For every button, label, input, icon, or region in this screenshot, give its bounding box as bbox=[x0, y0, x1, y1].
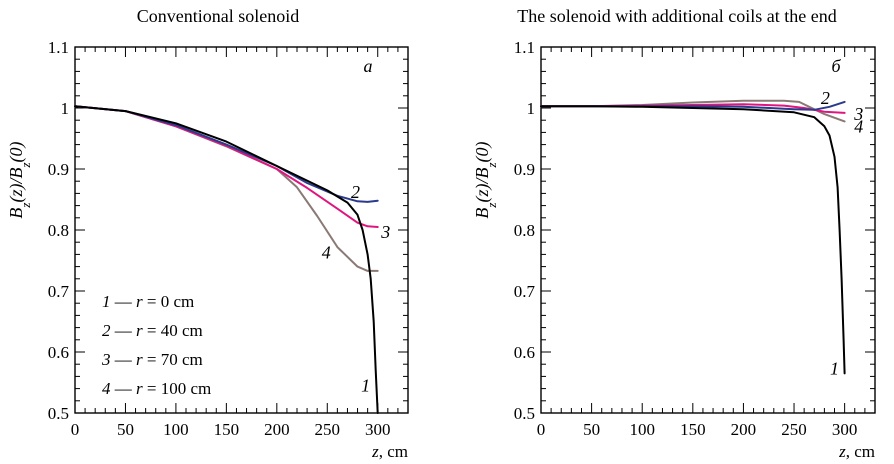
y-tick-label: 0.8 bbox=[48, 221, 69, 240]
y-tick-label: 0.7 bbox=[514, 282, 536, 301]
x-axis-label: z, cm bbox=[838, 442, 875, 461]
legend-entry-4: 4 — r = 100 cm bbox=[102, 379, 211, 398]
panel-label: б bbox=[831, 56, 841, 76]
y-tick-label: 1.1 bbox=[48, 38, 69, 57]
y-tick-label: 1 bbox=[527, 99, 536, 118]
x-tick-label: 250 bbox=[781, 420, 807, 439]
series-line-2 bbox=[74, 105, 379, 203]
y-axis-label: Bz(z)/Bz(0) bbox=[6, 141, 33, 218]
curve-label-2: 2 bbox=[821, 88, 830, 108]
y-tick-label: 0.5 bbox=[48, 404, 69, 423]
panel-label: a bbox=[364, 56, 373, 76]
x-tick-label: 150 bbox=[214, 420, 240, 439]
chart-panel-2: The solenoid with additional coils at th… bbox=[472, 6, 876, 461]
curve-label-3: 3 bbox=[853, 104, 863, 124]
chart-panel-1: Conventional solenoid 0 50 100 150 200 250 300 0… bbox=[6, 6, 409, 461]
y-tick-label: 0.8 bbox=[514, 221, 535, 240]
curve-label-4: 4 bbox=[854, 116, 863, 136]
series-line-4 bbox=[74, 105, 379, 272]
curve-label-3: 3 bbox=[380, 222, 390, 242]
chart-title: Conventional solenoid bbox=[137, 6, 299, 26]
x-tick-label: 100 bbox=[629, 420, 655, 439]
series-line-3 bbox=[74, 105, 379, 228]
x-tick-label: 150 bbox=[680, 420, 706, 439]
y-tick-label: 0.5 bbox=[514, 404, 535, 423]
x-tick-label: 300 bbox=[832, 420, 858, 439]
series-line-4 bbox=[540, 99, 846, 123]
y-tick-label: 0.6 bbox=[48, 343, 69, 362]
legend-entry-1: 1 — r = 0 cm bbox=[102, 292, 194, 311]
legend-entry-3: 3 — r = 70 cm bbox=[101, 350, 203, 369]
series-line-1 bbox=[540, 105, 846, 375]
x-tick-label: 200 bbox=[731, 420, 757, 439]
legend-entry-2: 2 — r = 40 cm bbox=[102, 321, 203, 340]
curve-label-1: 1 bbox=[361, 376, 370, 396]
y-tick-label: 0.9 bbox=[48, 160, 69, 179]
x-tick-label: 300 bbox=[365, 420, 391, 439]
x-tick-label: 0 bbox=[71, 420, 80, 439]
x-axis-label: z, cm bbox=[371, 442, 408, 461]
y-axis-label: Bz(z)/Bz(0) bbox=[472, 141, 499, 218]
y-tick-label: 0.9 bbox=[514, 160, 535, 179]
x-tick-label: 200 bbox=[264, 420, 290, 439]
x-tick-label: 250 bbox=[315, 420, 341, 439]
y-tick-label: 0.7 bbox=[48, 282, 70, 301]
curve-label-1: 1 bbox=[830, 358, 839, 378]
chart-title: The solenoid with additional coils at th… bbox=[517, 6, 836, 26]
y-tick-label: 0.6 bbox=[514, 343, 535, 362]
series-line-1 bbox=[74, 105, 379, 414]
y-tick-label: 1.1 bbox=[514, 38, 535, 57]
x-tick-label: 50 bbox=[117, 420, 134, 439]
x-tick-label: 50 bbox=[583, 420, 600, 439]
curve-label-4: 4 bbox=[322, 243, 331, 263]
y-tick-label: 1 bbox=[61, 99, 70, 118]
x-tick-label: 100 bbox=[163, 420, 189, 439]
x-tick-label: 0 bbox=[537, 420, 546, 439]
curve-label-2: 2 bbox=[351, 182, 360, 202]
